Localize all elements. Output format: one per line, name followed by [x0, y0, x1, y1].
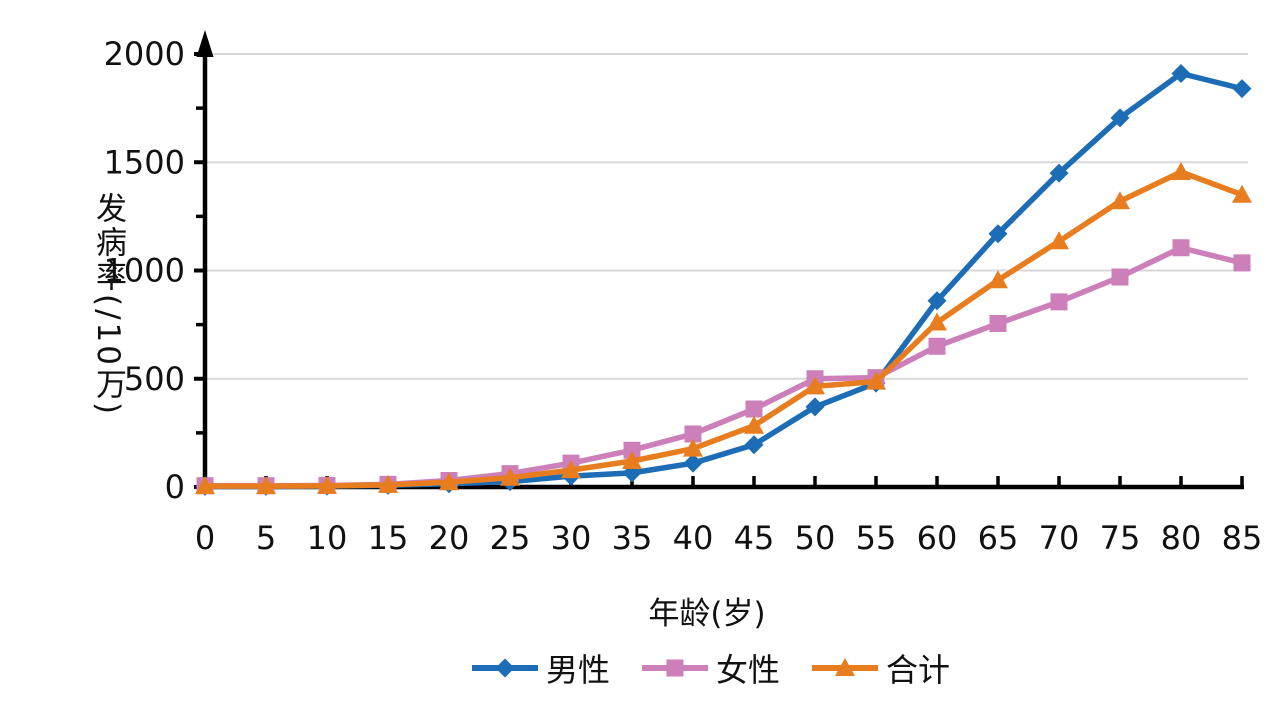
series-line-total — [202, 169, 1245, 489]
x-tick-label: 10 — [307, 519, 348, 557]
male-marker-icon — [1110, 108, 1130, 128]
female-marker-icon — [1111, 268, 1129, 286]
total-marker-icon — [1171, 161, 1191, 180]
female-marker-icon — [989, 315, 1007, 333]
x-tick-label: 45 — [734, 519, 775, 557]
x-tick-label: 40 — [673, 519, 714, 557]
total-marker-icon — [988, 270, 1008, 289]
x-axis-title: 年龄(岁) — [648, 596, 766, 632]
x-tick-label: 20 — [429, 519, 470, 557]
x-tick-label: 55 — [856, 519, 897, 557]
total-marker-icon — [1110, 191, 1130, 210]
male-marker-icon — [683, 453, 703, 473]
male-marker-icon — [1171, 63, 1191, 83]
legend-item-male: 男性 — [470, 645, 610, 691]
female-marker-icon — [1233, 254, 1251, 272]
series-line-female — [202, 245, 1245, 489]
legend-label-male: 男性 — [545, 651, 610, 689]
female-marker-icon — [745, 400, 763, 418]
legend-item-female: 女性 — [640, 645, 780, 691]
x-tick-label: 25 — [490, 519, 531, 557]
legend-item-total: 合计 — [810, 645, 950, 691]
x-tick-label: 70 — [1039, 519, 1080, 557]
total-marker-icon — [256, 476, 276, 495]
total-marker-icon — [439, 472, 459, 491]
y-axis-title: 发病率(/10万) — [90, 192, 126, 418]
male-legend-marker-icon — [471, 658, 538, 678]
y-tick-label: 0 — [165, 468, 185, 506]
x-tick-label: 60 — [917, 519, 958, 557]
x-tick-label: 50 — [795, 519, 836, 557]
x-tick-label: 80 — [1161, 519, 1202, 557]
total-marker-icon — [805, 376, 825, 395]
total-marker-icon — [683, 438, 703, 457]
total-marker-icon — [866, 371, 886, 390]
total-marker-icon — [622, 451, 642, 470]
y-tick-label: 500 — [124, 360, 185, 398]
female-marker-icon — [928, 337, 946, 355]
x-tick-label: 75 — [1100, 519, 1141, 557]
total-marker-icon — [500, 467, 520, 486]
x-tick-label: 35 — [612, 519, 653, 557]
female-marker-icon — [623, 441, 641, 459]
total-marker-icon — [1232, 184, 1252, 203]
x-tick-label: 65 — [978, 519, 1019, 557]
y-axis-arrow-icon — [196, 30, 214, 57]
legend: 男性 女性 合计 — [70, 645, 1280, 691]
x-tick-label: 15 — [368, 519, 409, 557]
y-tick-label: 2000 — [104, 35, 185, 73]
male-marker-icon — [805, 397, 825, 417]
male-marker-icon — [1049, 163, 1069, 183]
x-tick-label: 30 — [551, 519, 592, 557]
female-marker-icon — [684, 425, 702, 443]
total-marker-icon — [927, 312, 947, 331]
male-marker-icon — [744, 435, 764, 455]
female-marker-icon — [1050, 293, 1068, 311]
total-marker-icon — [744, 415, 764, 434]
x-tick-label: 85 — [1222, 519, 1263, 557]
total-marker-icon — [317, 475, 337, 494]
y-tick-label: 1500 — [104, 143, 185, 181]
total-legend-marker-icon — [812, 658, 878, 676]
female-legend-marker-icon — [641, 659, 708, 677]
male-marker-icon — [927, 291, 947, 311]
total-marker-icon — [195, 476, 215, 495]
y-tick-label: 1000 — [104, 252, 185, 290]
total-marker-icon — [378, 474, 398, 493]
total-marker-icon — [1049, 231, 1069, 250]
total-marker-icon — [561, 460, 581, 479]
legend-label-female: 女性 — [715, 651, 780, 689]
male-marker-icon — [988, 224, 1008, 244]
male-marker-icon — [1232, 79, 1252, 99]
x-tick-label: 5 — [256, 519, 276, 557]
female-marker-icon — [1172, 239, 1190, 257]
legend-label-total: 合计 — [886, 651, 951, 689]
x-tick-label: 0 — [195, 519, 215, 557]
